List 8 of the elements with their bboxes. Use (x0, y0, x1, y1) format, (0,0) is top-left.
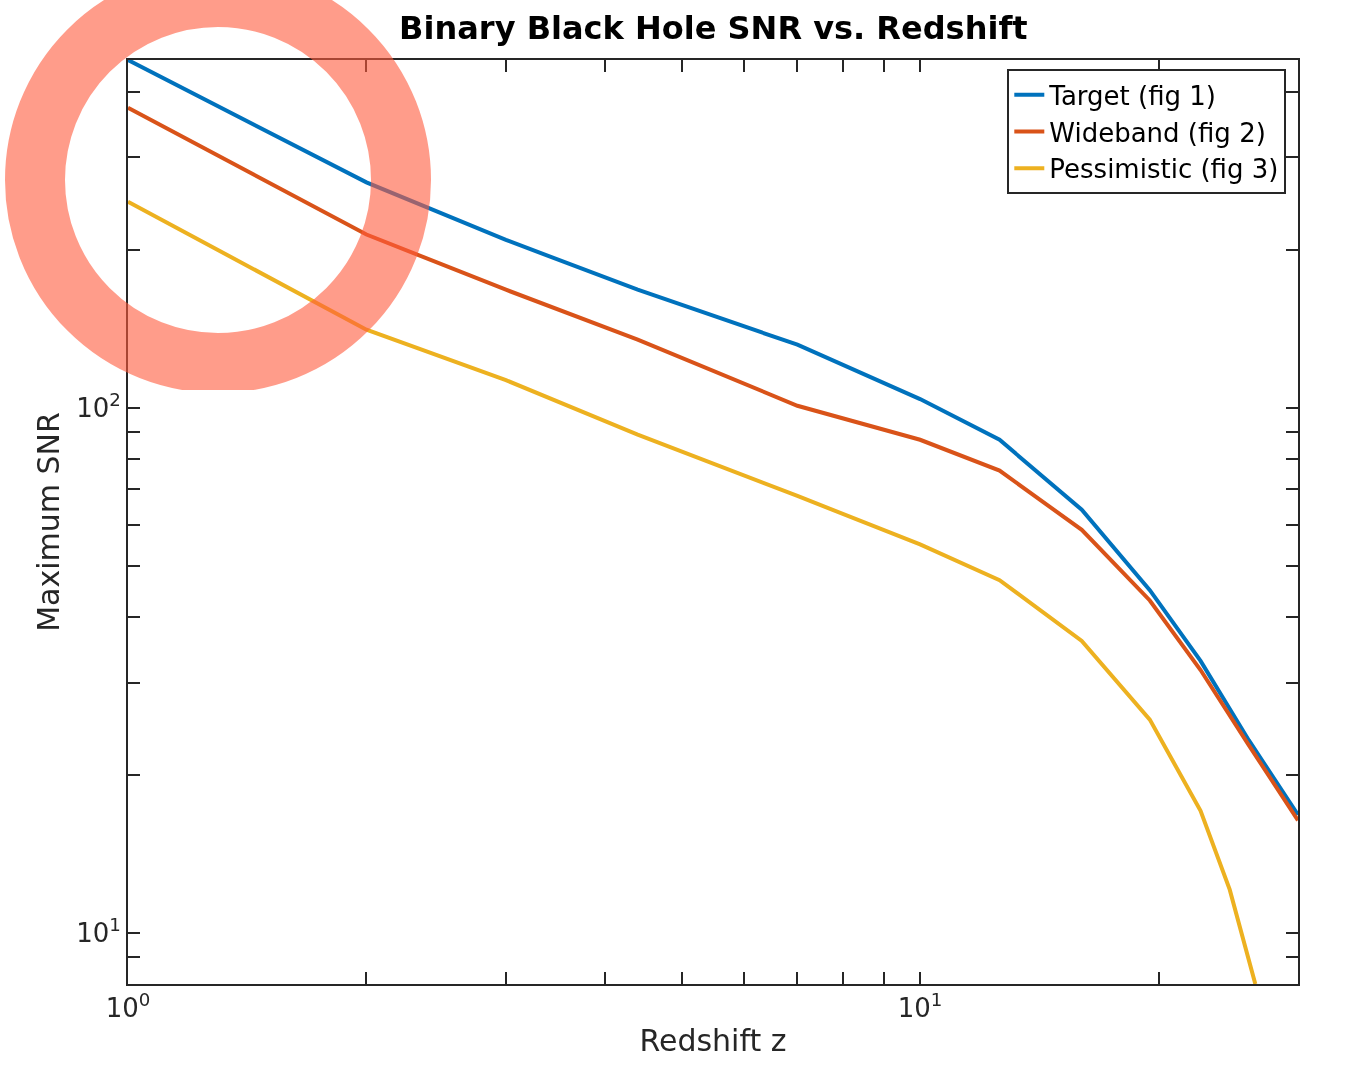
y-axis-title: Maximum SNR (30, 412, 66, 632)
legend-label: Wideband (fig 2) (1049, 117, 1266, 148)
chart-title: Binary Black Hole SNR vs. Redshift (399, 8, 1028, 47)
x-tick-label: 10$^{0}$ (105, 989, 151, 1024)
legend-label: Pessimistic (fig 3) (1049, 154, 1279, 185)
x-axis-title: Redshift z (639, 1023, 787, 1059)
y-tick-label: 10$^{2}$ (76, 389, 121, 424)
legend-label: Target (fig 1) (1048, 80, 1216, 111)
